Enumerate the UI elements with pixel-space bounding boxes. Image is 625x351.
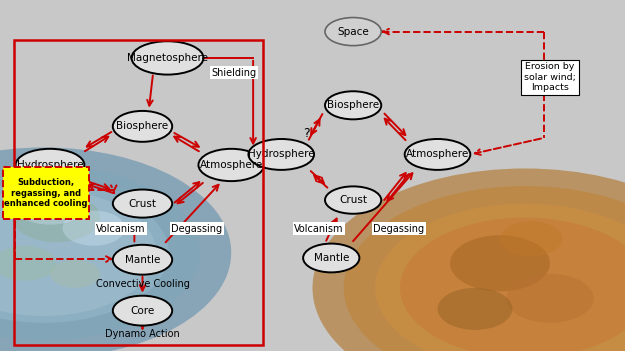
Text: Mantle: Mantle [314,253,349,263]
Circle shape [0,246,56,281]
Circle shape [0,165,200,340]
Text: Crust: Crust [339,195,367,205]
Text: Erosion by
solar wind;
Impacts: Erosion by solar wind; Impacts [524,62,576,92]
Circle shape [438,288,512,330]
Text: Magnetosphere: Magnetosphere [127,53,208,63]
Ellipse shape [132,41,204,75]
Ellipse shape [113,296,173,326]
Text: Volcanism: Volcanism [96,224,146,234]
Ellipse shape [16,149,84,181]
Circle shape [500,221,562,256]
Circle shape [450,235,550,291]
Text: Crust: Crust [129,199,156,208]
Circle shape [0,183,169,323]
Circle shape [12,193,100,242]
Text: Atmosphere: Atmosphere [199,160,263,170]
Ellipse shape [113,111,173,142]
Text: Convective Cooling: Convective Cooling [96,279,189,289]
Text: ?: ? [303,127,309,140]
Text: Volcanism: Volcanism [294,224,344,234]
Circle shape [12,183,88,225]
Text: Atmosphere: Atmosphere [406,150,469,159]
Text: Shielding: Shielding [211,68,256,78]
Ellipse shape [199,149,264,181]
Circle shape [344,186,625,351]
Ellipse shape [325,18,381,46]
Text: Biosphere: Biosphere [327,100,379,110]
Ellipse shape [325,186,381,214]
Ellipse shape [325,91,381,119]
FancyBboxPatch shape [3,167,89,219]
Circle shape [506,274,594,323]
Text: Hydrosphere: Hydrosphere [17,160,83,170]
Circle shape [0,147,231,351]
Text: Degassing: Degassing [171,224,222,234]
Ellipse shape [405,139,471,170]
Circle shape [62,211,125,246]
Ellipse shape [249,139,314,170]
Text: Space: Space [338,27,369,37]
Circle shape [312,168,625,351]
Ellipse shape [113,245,173,274]
Text: Subduction,
regassing, and
enhanced cooling: Subduction, regassing, and enhanced cool… [4,178,88,208]
Text: Degassing: Degassing [373,224,424,234]
Text: Biosphere: Biosphere [116,121,169,131]
Circle shape [0,190,156,316]
Circle shape [50,260,100,288]
Ellipse shape [113,190,173,218]
Ellipse shape [303,244,359,272]
Text: Core: Core [131,306,154,316]
Text: Dynamo Action: Dynamo Action [105,329,180,339]
Text: Mantle: Mantle [125,255,160,265]
Circle shape [400,218,625,351]
Text: Hydrosphere: Hydrosphere [248,150,314,159]
Bar [14,40,262,345]
Circle shape [375,204,625,351]
